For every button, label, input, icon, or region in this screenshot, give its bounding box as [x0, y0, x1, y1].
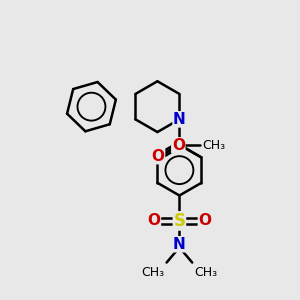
Text: S: S — [173, 212, 185, 230]
Text: O: O — [152, 149, 165, 164]
Text: N: N — [173, 237, 186, 252]
Text: O: O — [198, 213, 212, 228]
Text: O: O — [148, 213, 160, 228]
Text: CH₃: CH₃ — [202, 139, 226, 152]
Text: N: N — [173, 112, 186, 127]
Text: CH₃: CH₃ — [141, 266, 164, 279]
Text: O: O — [172, 138, 185, 153]
Text: CH₃: CH₃ — [195, 266, 218, 279]
